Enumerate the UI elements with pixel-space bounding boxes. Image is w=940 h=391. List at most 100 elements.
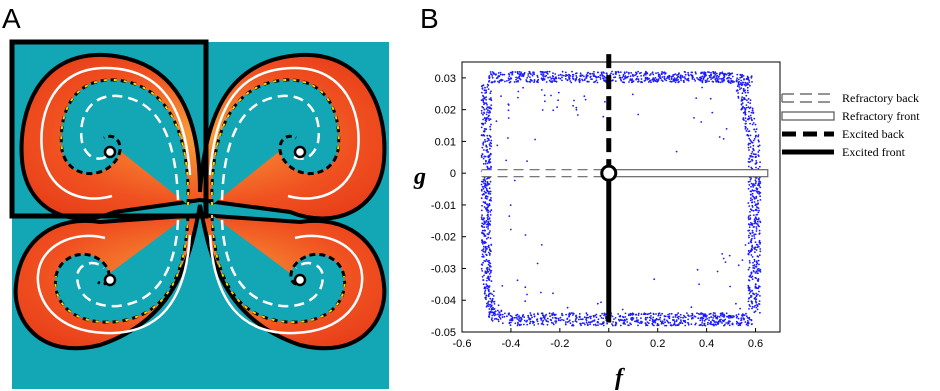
scatter-point (612, 79, 614, 81)
scatter-point (524, 286, 526, 288)
scatter-point (756, 128, 758, 130)
y-tick-label: -0.01 (431, 200, 456, 212)
scatter-point (750, 222, 752, 224)
scatter-point (562, 71, 564, 73)
scatter-point (546, 81, 548, 83)
scatter-point (517, 316, 519, 318)
scatter-point (721, 315, 723, 317)
scatter-point (497, 310, 499, 312)
scatter-point (485, 122, 487, 124)
scatter-point (748, 205, 750, 207)
scatter-point (541, 89, 543, 91)
scatter-point (561, 319, 563, 321)
scatter-point (490, 166, 492, 168)
scatter-point (751, 254, 753, 256)
scatter-point (638, 313, 640, 315)
scatter-point (507, 137, 509, 139)
x-tick-label: 0.2 (650, 338, 665, 350)
scatter-point (737, 85, 739, 87)
scatter-point (489, 273, 491, 275)
scatter-point (602, 77, 604, 79)
scatter-point (588, 321, 590, 323)
scatter-point (484, 141, 486, 143)
scatter-point (512, 71, 514, 73)
scatter-point (710, 316, 712, 318)
scatter-point (630, 324, 632, 326)
scatter-point (643, 75, 645, 77)
scatter-point (561, 80, 563, 82)
scatter-point (481, 85, 483, 87)
scatter-point (534, 80, 536, 82)
scatter-point (671, 77, 673, 79)
scatter-point (747, 322, 749, 324)
scatter-point (565, 78, 567, 80)
scatter-point (751, 141, 753, 143)
scatter-point (622, 81, 624, 83)
scatter-point (487, 215, 489, 217)
scatter-point (485, 128, 487, 130)
scatter-point (745, 92, 747, 94)
scatter-point (485, 96, 487, 98)
scatter-point (560, 320, 562, 322)
scatter-point (623, 322, 625, 324)
scatter-point (758, 287, 760, 289)
scatter-point (759, 166, 761, 168)
scatter-point (615, 80, 617, 82)
scatter-point (645, 71, 647, 73)
scatter-point (552, 109, 554, 111)
scatter-point (594, 319, 596, 321)
scatter-point (552, 314, 554, 316)
scatter-point (510, 229, 512, 231)
scatter-point (717, 323, 719, 325)
scatter-point (727, 77, 729, 79)
scatter-point (710, 72, 712, 74)
scatter-point (486, 269, 488, 271)
scatter-point (703, 76, 705, 78)
scatter-point (541, 244, 543, 246)
spiral-tip (105, 147, 115, 157)
legend-label: Excited front (842, 145, 906, 159)
scatter-point (486, 114, 488, 116)
scatter-point (640, 75, 642, 77)
scatter-point (510, 324, 512, 326)
scatter-point (752, 267, 754, 269)
scatter-point (756, 244, 758, 246)
scatter-point (680, 319, 682, 321)
scatter-point (484, 287, 486, 289)
scatter-point (555, 320, 557, 322)
scatter-point (544, 100, 546, 102)
scatter-point (750, 186, 752, 188)
scatter-point (488, 80, 490, 82)
scatter-point (618, 72, 620, 74)
scatter-point (502, 322, 504, 324)
scatter-point (749, 276, 751, 278)
scatter-point (482, 262, 484, 264)
scatter-point (558, 319, 560, 321)
scatter-point (750, 208, 752, 210)
scatter-point (748, 254, 750, 256)
scatter-point (748, 147, 750, 149)
scatter-point (488, 311, 490, 313)
scatter-point (575, 315, 577, 317)
scatter-point (481, 153, 483, 155)
scatter-point (713, 76, 715, 78)
scatter-point (691, 306, 693, 308)
scatter-point (748, 116, 750, 118)
scatter-point (483, 226, 485, 228)
scatter-point (744, 112, 746, 114)
scatter-point (723, 258, 725, 260)
scatter-point (482, 279, 484, 281)
scatter-point (671, 313, 673, 315)
scatter-point (726, 312, 728, 314)
scatter-point (485, 246, 487, 248)
scatter-point (745, 117, 747, 119)
scatter-point (487, 84, 489, 86)
scatter-point (753, 210, 755, 212)
scatter-point (757, 279, 759, 281)
scatter-point (481, 256, 483, 258)
scatter-point (484, 87, 486, 89)
scatter-point (572, 314, 574, 316)
scatter-point (490, 276, 492, 278)
scatter-point (752, 232, 754, 234)
scatter-point (486, 210, 488, 212)
